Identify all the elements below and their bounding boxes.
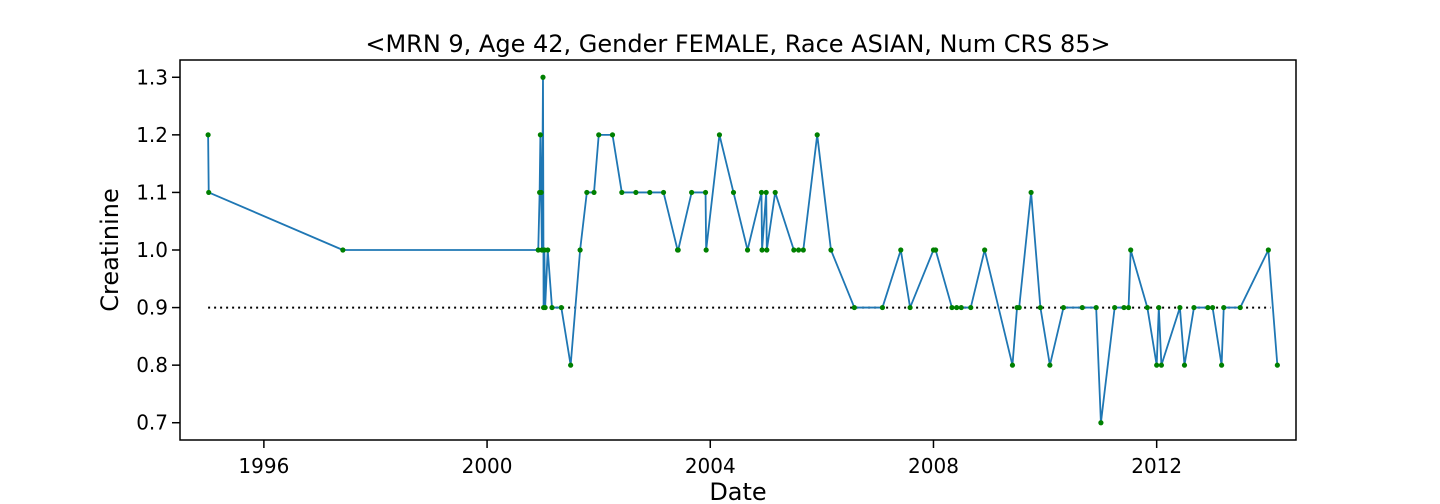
data-point xyxy=(791,247,797,253)
x-axis-label: Date xyxy=(709,478,766,504)
data-point xyxy=(1009,362,1016,368)
data-point xyxy=(1274,362,1280,368)
data-point xyxy=(954,304,960,311)
data-point xyxy=(1079,304,1085,311)
data-point xyxy=(206,189,212,196)
x-tick-label: 1996 xyxy=(238,454,289,478)
data-point xyxy=(633,189,639,196)
data-point xyxy=(814,132,820,138)
data-point xyxy=(759,247,765,253)
data-point xyxy=(1219,362,1225,368)
data-point xyxy=(879,304,886,311)
data-point xyxy=(1093,304,1099,311)
data-point xyxy=(1191,304,1197,311)
data-point xyxy=(907,304,913,311)
data-point xyxy=(1016,304,1022,311)
data-point xyxy=(545,247,551,253)
y-tick-label: 1.1 xyxy=(136,180,168,204)
x-tick-label: 2004 xyxy=(685,454,736,478)
x-tick-label: 2000 xyxy=(462,454,513,478)
data-point xyxy=(758,189,765,196)
data-point xyxy=(1112,304,1118,311)
data-point xyxy=(716,132,723,138)
x-tick-label: 2012 xyxy=(1131,454,1182,478)
data-point xyxy=(340,247,346,253)
data-point xyxy=(1156,304,1162,311)
series-line xyxy=(207,76,1279,424)
data-point xyxy=(1060,304,1067,311)
data-point xyxy=(591,189,597,196)
data-point xyxy=(1209,304,1216,311)
data-point xyxy=(1037,304,1044,311)
data-point xyxy=(772,189,778,196)
data-point xyxy=(558,304,564,311)
data-point xyxy=(1177,304,1183,311)
data-point xyxy=(800,247,806,253)
data-point xyxy=(537,132,543,138)
data-point xyxy=(933,247,939,253)
data-point xyxy=(1221,304,1227,311)
data-point xyxy=(1205,304,1211,311)
data-point xyxy=(828,247,834,253)
y-tick-label: 1.0 xyxy=(136,238,168,262)
y-tick-label: 1.2 xyxy=(136,123,168,147)
data-point xyxy=(1028,189,1034,196)
data-point xyxy=(795,247,802,253)
data-point xyxy=(702,189,709,196)
data-point xyxy=(730,189,737,196)
data-point xyxy=(619,189,625,196)
data-point xyxy=(1125,304,1132,311)
chart-title: <MRN 9, Age 42, Gender FEMALE, Race ASIA… xyxy=(365,30,1110,58)
y-axis-ticks: 0.7 0.8 0.9 1.0 1.1 1.2 1.3 xyxy=(136,65,180,435)
data-point xyxy=(542,304,548,311)
data-point xyxy=(609,132,616,138)
data-point xyxy=(898,247,904,253)
data-point xyxy=(689,189,695,196)
data-point xyxy=(549,304,555,311)
data-point xyxy=(949,304,955,311)
data-point xyxy=(1121,304,1127,311)
data-point xyxy=(596,132,602,138)
y-tick-label: 0.7 xyxy=(136,411,168,435)
data-point xyxy=(540,74,546,80)
data-point xyxy=(763,189,769,196)
data-point xyxy=(703,247,709,253)
data-point xyxy=(205,132,211,138)
data-point xyxy=(584,189,590,196)
data-point xyxy=(1237,304,1243,311)
data-point xyxy=(577,247,583,253)
data-point xyxy=(958,304,964,311)
data-point xyxy=(764,247,770,253)
data-point xyxy=(538,189,544,196)
data-point xyxy=(1154,362,1160,368)
data-point xyxy=(982,247,988,253)
plot-frame xyxy=(179,59,1297,441)
data-point xyxy=(535,247,541,253)
x-tick-label: 2008 xyxy=(908,454,959,478)
series-layer xyxy=(207,76,1279,424)
data-point xyxy=(675,247,681,253)
data-point xyxy=(744,247,751,253)
data-point xyxy=(851,304,857,311)
data-point xyxy=(1144,304,1150,311)
data-point xyxy=(1181,362,1188,368)
y-tick-label: 0.9 xyxy=(136,296,168,320)
data-point xyxy=(968,304,974,311)
data-point xyxy=(647,189,653,196)
data-point xyxy=(1158,362,1165,368)
data-point xyxy=(1128,247,1134,253)
y-tick-label: 1.3 xyxy=(136,65,168,89)
y-axis-label: Creatinine xyxy=(96,188,124,312)
y-tick-label: 0.8 xyxy=(136,353,168,377)
data-point xyxy=(1098,420,1104,426)
marker-layer xyxy=(205,74,1280,426)
data-point xyxy=(1265,247,1271,253)
data-point xyxy=(1047,362,1053,368)
x-axis-ticks: 1996 2000 2004 2008 2012 xyxy=(238,440,1182,478)
data-point xyxy=(568,362,574,368)
data-point xyxy=(660,189,667,196)
